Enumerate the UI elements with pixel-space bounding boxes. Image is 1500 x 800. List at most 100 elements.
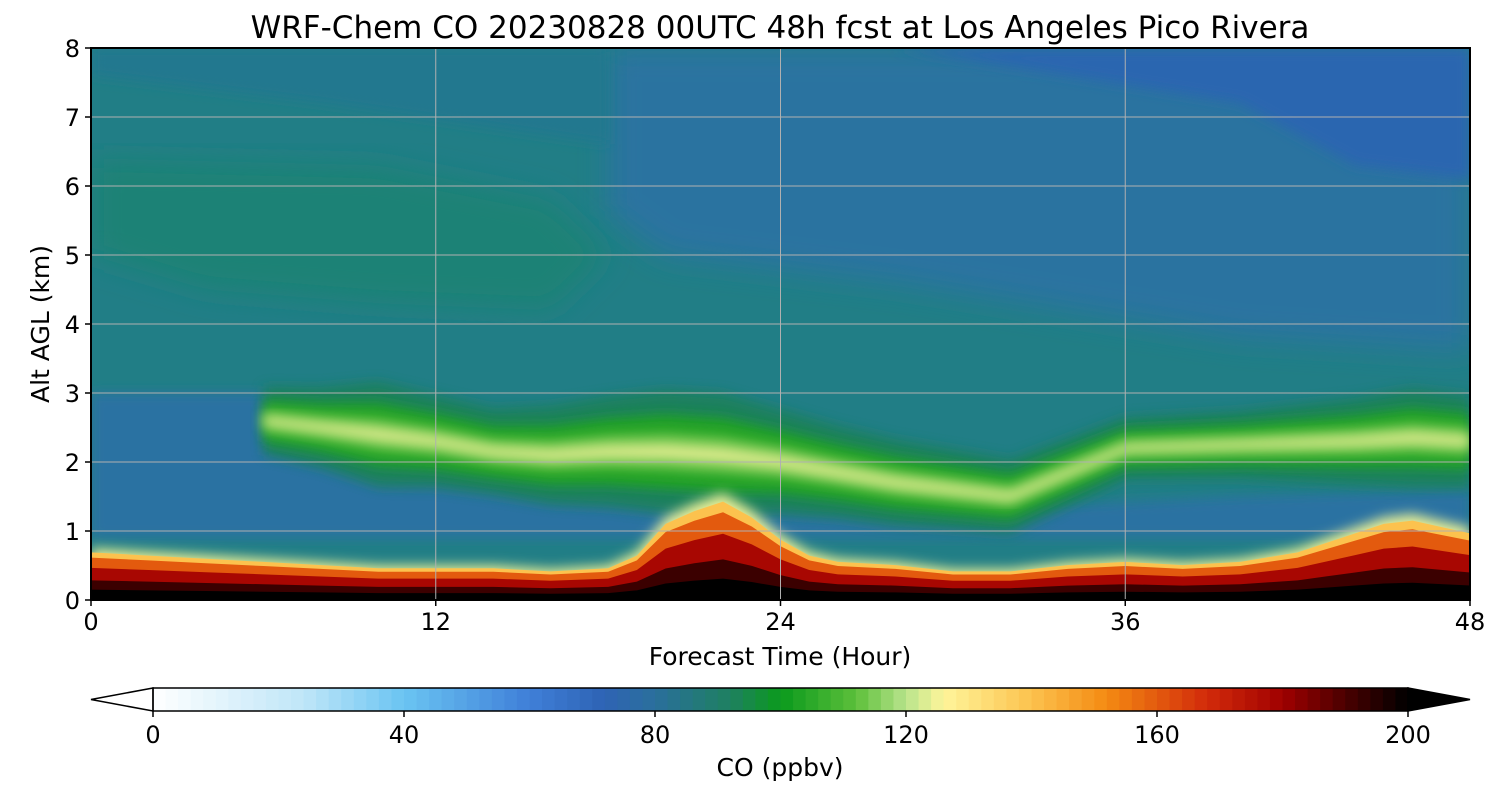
colorbar-segment <box>880 688 895 711</box>
y-tick-label: 7 <box>65 104 80 132</box>
colorbar-segment <box>203 688 217 711</box>
colorbar-segment <box>592 688 606 711</box>
colorbar-segment <box>1031 688 1045 711</box>
colorbar-segment <box>680 688 694 711</box>
colorbar-segment <box>1382 688 1397 711</box>
top-left-region <box>91 48 609 145</box>
colorbar-segment <box>793 688 807 711</box>
colorbar-segment <box>1320 688 1334 711</box>
colorbar-segment <box>178 688 192 711</box>
colorbar-segment <box>604 688 618 711</box>
colorbar-segment <box>278 688 292 711</box>
colorbar-segment <box>542 688 556 711</box>
colorbar-extend-min <box>90 687 154 712</box>
colorbar-segment <box>1332 688 1346 711</box>
colorbar-segment <box>1006 688 1020 711</box>
colorbar-segment <box>1144 688 1158 711</box>
colorbar-segment <box>378 688 393 711</box>
colorbar-segment <box>1207 688 1221 711</box>
colorbar-segment <box>1244 688 1258 711</box>
colorbar-segment <box>516 688 531 711</box>
colorbar-segment <box>642 688 656 711</box>
colorbar-segment <box>1131 688 1146 711</box>
colorbar-segment <box>1056 688 1070 711</box>
colorbar-segment <box>1282 688 1296 711</box>
x-tick-label: 0 <box>83 608 98 636</box>
colorbar-segment <box>554 688 568 711</box>
colorbar-segment <box>968 688 982 711</box>
colorbar: 0 40 80 120 160 200 <box>90 687 1471 749</box>
colorbar-segment <box>1106 688 1120 711</box>
colorbar-segment <box>1307 688 1321 711</box>
colorbar-segment <box>303 688 317 711</box>
colorbar-segment <box>1169 688 1183 711</box>
y-tick-label: 3 <box>65 380 80 408</box>
y-tick-label: 5 <box>65 242 80 270</box>
y-tick-label: 4 <box>65 311 80 339</box>
colorbar-segment <box>1357 688 1371 711</box>
colorbar-tick-label: 200 <box>1385 721 1431 749</box>
colorbar-segment <box>429 688 443 711</box>
y-axis-label: Alt AGL (km) <box>26 245 55 403</box>
upper-deep-blue-region <box>895 48 1470 180</box>
colorbar-tick-label: 160 <box>1134 721 1180 749</box>
colorbar-segment <box>943 688 957 711</box>
colorbar-segment <box>981 688 995 711</box>
x-tick-label: 36 <box>1110 608 1141 636</box>
colorbar-tick-label: 0 <box>145 721 160 749</box>
colorbar-segment <box>1069 688 1083 711</box>
upper-blue-region <box>608 48 1470 352</box>
x-axis-label: Forecast Time (Hour) <box>649 642 912 671</box>
colorbar-segment <box>1219 688 1233 711</box>
colorbar-segment <box>1094 688 1108 711</box>
colorbar-segment <box>830 688 844 711</box>
mid-teal-region <box>91 158 609 311</box>
colorbar-segment <box>491 688 505 711</box>
colorbar-segment <box>1345 688 1359 711</box>
colorbar-segment <box>855 688 869 711</box>
colorbar-segment <box>454 688 468 711</box>
elevated-layer-band-2 <box>263 410 1470 508</box>
colorbar-segment <box>416 688 430 711</box>
colorbar-segment <box>504 688 518 711</box>
colorbar-segment <box>240 688 254 711</box>
colorbar-segment <box>1194 688 1208 711</box>
colorbar-segment <box>190 688 204 711</box>
colorbar-segment <box>717 688 731 711</box>
colorbar-segment <box>1044 688 1058 711</box>
y-tick-label: 2 <box>65 449 80 477</box>
colorbar-segment <box>667 688 681 711</box>
colorbar-segment <box>931 688 945 711</box>
colorbar-segment <box>818 688 832 711</box>
colorbar-segment <box>579 688 593 711</box>
colorbar-segment <box>617 688 631 711</box>
colorbar-segment <box>529 688 543 711</box>
x-axis: 0 12 24 36 48 <box>83 600 1485 636</box>
colorbar-frame <box>152 687 1409 712</box>
colorbar-segment <box>918 688 932 711</box>
colorbar-segment <box>705 688 719 711</box>
colorbar-segment <box>868 688 882 711</box>
colorbar-segment <box>479 688 493 711</box>
colorbar-segment <box>153 688 167 711</box>
colorbar-segment <box>906 688 920 711</box>
colorbar-segment <box>629 688 644 711</box>
colorbar-segment <box>1295 688 1309 711</box>
colorbar-segment <box>1018 688 1033 711</box>
colorbar-segment <box>253 688 267 711</box>
colorbar-segment <box>730 688 744 711</box>
colorbar-segment <box>228 688 242 711</box>
colorbar-segment <box>1182 688 1196 711</box>
y-tick-label: 8 <box>65 35 80 63</box>
colorbar-extend-max <box>1407 687 1471 712</box>
colorbar-segment <box>265 688 280 711</box>
colorbar-segment <box>893 688 907 711</box>
colorbar-label: CO (ppbv) <box>717 753 844 782</box>
colorbar-segment <box>366 688 380 711</box>
x-tick-label: 48 <box>1455 608 1486 636</box>
x-tick-label: 24 <box>765 608 796 636</box>
colorbar-segment <box>441 688 455 711</box>
colorbar-segment <box>1395 688 1409 711</box>
y-tick-label: 0 <box>65 587 80 615</box>
colorbar-segment <box>165 688 179 711</box>
